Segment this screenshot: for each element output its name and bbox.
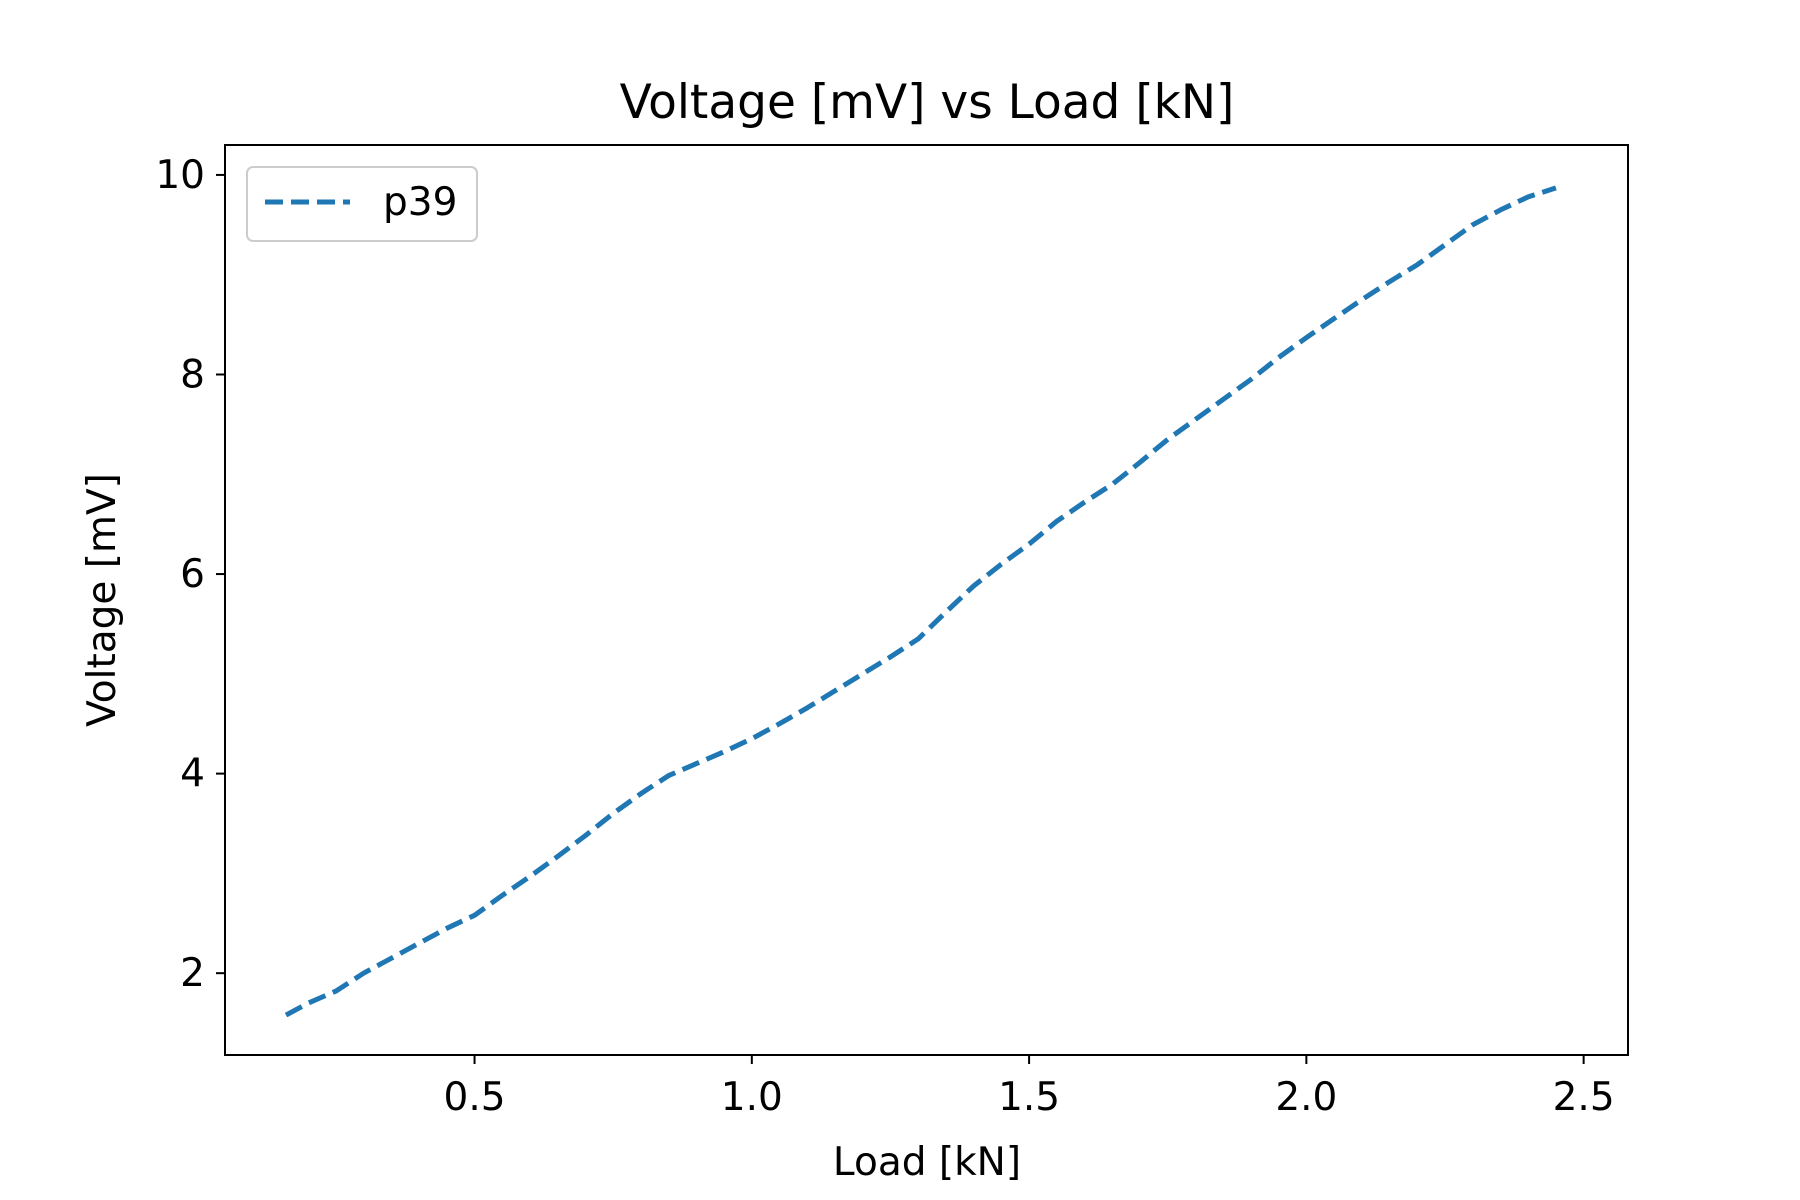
x-axis-label: Load [kN]	[833, 1140, 1021, 1185]
chart-title: Voltage [mV] vs Load [kN]	[620, 75, 1235, 130]
x-tick-label: 0.5	[444, 1075, 506, 1120]
plot-area-frame	[224, 144, 1629, 1056]
series-layer	[284, 185, 1557, 1018]
y-tick-label: 8	[180, 352, 205, 397]
x-axis-ticks: 0.5 1.0 1.5 2.0 2.5	[444, 1055, 1615, 1120]
y-tick-label: 6	[180, 552, 205, 597]
legend-label-p39: p39	[383, 180, 457, 225]
x-tick-label: 1.5	[998, 1075, 1060, 1120]
y-tick-label: 4	[180, 752, 205, 797]
y-tick-label: 10	[155, 153, 205, 198]
series-line-p39	[284, 185, 1557, 1018]
y-axis-ticks: 2 4 6 8 10	[155, 153, 225, 996]
x-tick-label: 2.5	[1553, 1075, 1615, 1120]
x-tick-label: 2.0	[1275, 1075, 1337, 1120]
y-tick-label: 2	[180, 951, 205, 996]
y-axis-label: Voltage [mV]	[80, 473, 125, 727]
x-tick-label: 1.0	[721, 1075, 783, 1120]
legend-box	[246, 166, 478, 242]
legend: p39	[246, 166, 478, 242]
